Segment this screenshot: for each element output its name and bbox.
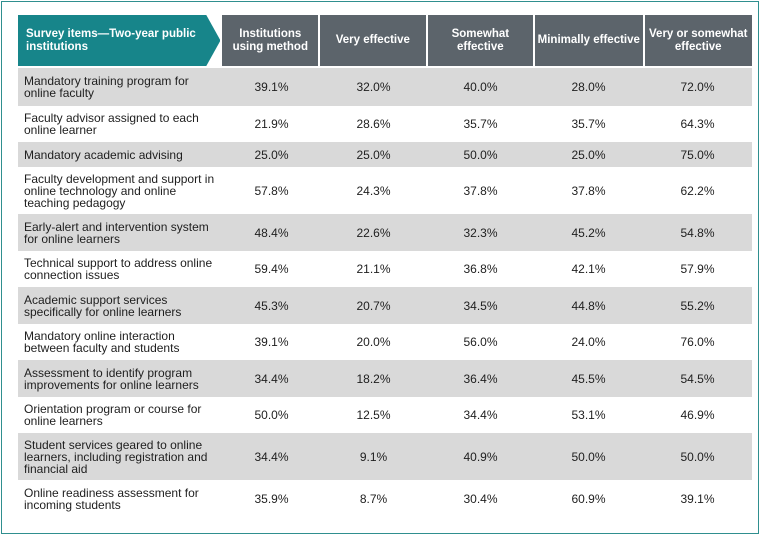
- row-value: 37.8%: [571, 183, 606, 198]
- row-value: 39.1%: [254, 80, 289, 94]
- table-row: Orientation program or course for online…: [18, 397, 752, 433]
- row-value: 50.0%: [463, 147, 498, 162]
- table-row: Student services geared to online learne…: [18, 433, 752, 480]
- row-value: 24.0%: [571, 335, 606, 349]
- row-item-label: Mandatory academic advising: [24, 147, 183, 162]
- row-value: 59.4%: [254, 262, 289, 276]
- row-value: 32.3%: [463, 225, 498, 240]
- row-value: 62.2%: [680, 183, 715, 198]
- row-value: 44.8%: [571, 298, 606, 313]
- survey-table: Survey items—Two-year public institution…: [18, 15, 752, 517]
- row-value: 35.7%: [571, 117, 606, 131]
- row-value: 22.6%: [356, 225, 391, 240]
- row-value: 39.1%: [254, 335, 289, 349]
- row-value: 36.8%: [463, 262, 498, 276]
- row-value: 24.3%: [356, 183, 391, 198]
- row-item-label: Technical support to address online conn…: [24, 256, 213, 282]
- table-row: Online readiness assessment for incoming…: [18, 480, 752, 517]
- header-very-or-somewhat-effective: Very or somewhat effective: [644, 15, 752, 66]
- table-row: Assessment to identify program improveme…: [18, 360, 752, 397]
- row-value: 48.4%: [254, 225, 289, 240]
- row-value: 54.5%: [680, 371, 715, 386]
- table-row: Mandatory online interaction between fac…: [18, 324, 752, 360]
- row-value: 36.4%: [463, 371, 498, 386]
- row-value: 35.7%: [463, 117, 498, 131]
- row-value: 28.6%: [356, 117, 391, 131]
- row-value: 50.0%: [680, 449, 715, 464]
- row-value: 8.7%: [359, 491, 388, 506]
- header-minimally-effective: Minimally effective: [535, 15, 643, 66]
- row-value: 18.2%: [356, 371, 391, 386]
- row-item-label: Academic support services specifically f…: [24, 292, 182, 319]
- table-row: Academic support services specifically f…: [18, 287, 752, 324]
- row-value: 20.0%: [356, 335, 391, 349]
- row-value: 21.9%: [254, 117, 289, 131]
- row-value: 40.9%: [463, 449, 498, 464]
- table-row: Mandatory academic advising 25.0% 25.0% 50.…: [18, 142, 752, 167]
- row-value: 34.4%: [463, 408, 498, 422]
- row-value: 45.5%: [571, 371, 606, 386]
- row-value: 72.0%: [680, 80, 715, 94]
- row-item-label: Orientation program or course for online…: [24, 402, 202, 428]
- table-row: Early-alert and intervention system for …: [18, 214, 752, 251]
- row-value: 45.3%: [254, 298, 289, 313]
- table-body: Mandatory training program for online fa…: [18, 68, 752, 517]
- row-value: 34.5%: [463, 298, 498, 313]
- row-value: 30.4%: [463, 491, 498, 506]
- row-value: 20.7%: [356, 298, 391, 313]
- header-survey-items: Survey items—Two-year public institution…: [18, 15, 221, 66]
- row-value: 9.1%: [359, 449, 388, 464]
- row-item-label: Student services geared to online learne…: [24, 437, 208, 476]
- header-somewhat-effective: Somewhat effective: [427, 15, 534, 66]
- row-item-label: Online readiness assessment for incoming…: [24, 485, 199, 512]
- row-value: 54.8%: [680, 225, 715, 240]
- row-item-label: Mandatory training program for online fa…: [24, 74, 189, 100]
- row-value: 55.2%: [680, 298, 715, 313]
- row-value: 25.0%: [254, 147, 289, 162]
- row-item-label: Early-alert and intervention system for …: [24, 219, 209, 246]
- table-row: Faculty advisor assigned to each online …: [18, 106, 752, 142]
- row-value: 53.1%: [571, 408, 606, 422]
- row-value: 76.0%: [680, 335, 715, 349]
- row-value: 25.0%: [571, 147, 606, 162]
- row-value: 40.0%: [463, 80, 498, 94]
- row-value: 46.9%: [680, 408, 715, 422]
- row-value: 57.9%: [680, 262, 715, 276]
- row-value: 64.3%: [680, 117, 715, 131]
- row-value: 34.4%: [254, 449, 289, 464]
- row-value: 42.1%: [571, 262, 606, 276]
- header-row: Survey items—Two-year public institution…: [18, 15, 752, 66]
- row-value: 32.0%: [356, 80, 391, 94]
- table-row: Faculty development and support in onlin…: [18, 167, 752, 214]
- row-value: 75.0%: [680, 147, 715, 162]
- row-value: 12.5%: [356, 408, 391, 422]
- header-very-effective: Very effective: [320, 15, 426, 66]
- row-item-label: Assessment to identify program improveme…: [24, 365, 199, 392]
- header-institutions-using-method: Institutions using method: [222, 15, 319, 66]
- table-row: Mandatory training program for online fa…: [18, 68, 752, 106]
- row-value: 35.9%: [254, 491, 289, 506]
- row-value: 45.2%: [571, 225, 606, 240]
- row-value: 50.0%: [571, 449, 606, 464]
- row-value: 34.4%: [254, 371, 289, 386]
- row-value: 25.0%: [356, 147, 391, 162]
- table-row: Technical support to address online conn…: [18, 251, 752, 287]
- row-value: 56.0%: [463, 335, 498, 349]
- row-item-label: Mandatory online interaction between fac…: [24, 329, 180, 355]
- row-value: 50.0%: [254, 408, 289, 422]
- row-item-label: Faculty development and support in onlin…: [24, 171, 215, 210]
- row-item-label: Faculty advisor assigned to each online …: [24, 111, 199, 137]
- row-value: 37.8%: [463, 183, 498, 198]
- row-value: 21.1%: [356, 262, 391, 276]
- row-value: 60.9%: [571, 491, 606, 506]
- row-value: 28.0%: [571, 80, 606, 94]
- row-value: 57.8%: [254, 183, 289, 198]
- row-value: 39.1%: [680, 491, 715, 506]
